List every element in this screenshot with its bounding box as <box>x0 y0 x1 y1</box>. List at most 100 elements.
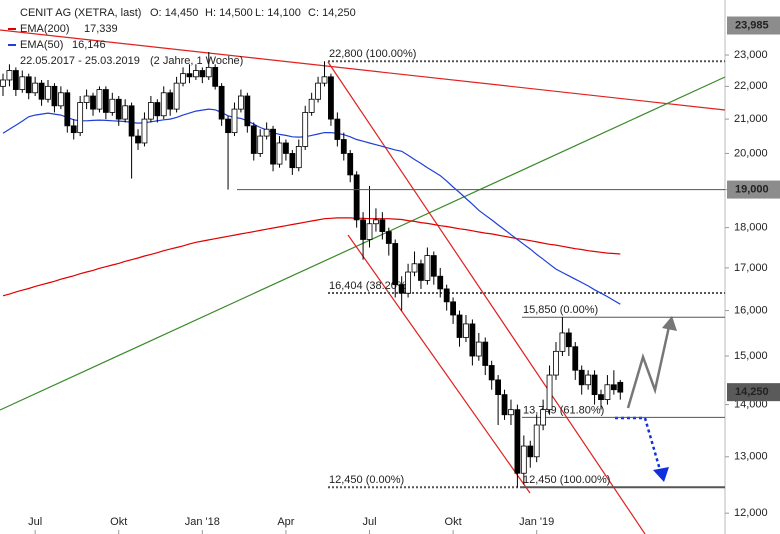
candle-body <box>585 374 592 386</box>
candle-body <box>38 82 45 100</box>
candle-body <box>411 263 418 273</box>
candle-body <box>45 85 51 100</box>
trend-line <box>0 29 726 111</box>
candle-body <box>51 85 58 107</box>
candle-body <box>347 153 354 176</box>
legend-value: 17,339 <box>84 23 118 35</box>
candle-body <box>12 70 19 90</box>
quote-value: 14,250 <box>322 7 356 19</box>
candle-body <box>244 95 251 127</box>
candle-body <box>238 95 244 110</box>
candle-body <box>154 102 161 117</box>
candle-body <box>437 275 444 290</box>
candle-body <box>463 323 469 338</box>
y-tick-label: 16,000 <box>734 304 768 316</box>
candle-body <box>289 153 296 169</box>
x-tick-label: Jul <box>362 516 376 528</box>
candle-body <box>308 98 315 113</box>
candle-body <box>475 341 482 357</box>
y-tick-label: 17,000 <box>734 262 768 274</box>
candle-body <box>135 135 141 144</box>
candle-body <box>270 128 276 165</box>
candle-body <box>482 341 489 366</box>
ema-line <box>2 108 621 305</box>
candle-body <box>328 76 334 120</box>
candle-body <box>250 125 257 154</box>
candle-body <box>488 365 495 381</box>
candle-body <box>392 243 399 286</box>
legend-label: EMA(200) <box>20 23 70 35</box>
candle-body <box>559 332 566 352</box>
candle-body <box>572 346 579 371</box>
candle-body <box>102 89 109 113</box>
candle-body <box>578 369 585 386</box>
quote-name: C: <box>308 7 319 19</box>
x-tick-label: Okt <box>445 516 462 528</box>
candle-body <box>527 445 534 458</box>
price-tag-label: 14,250 <box>735 386 769 398</box>
candle-body <box>598 394 604 400</box>
quote-value: 14,450 <box>165 7 199 19</box>
level-label: 13,749 (61.80%) <box>523 404 604 416</box>
candle-body <box>57 92 64 107</box>
candle-body <box>186 73 193 78</box>
candle-body <box>321 76 328 84</box>
candle-body <box>508 409 514 416</box>
candle-body <box>450 301 457 316</box>
candle-body <box>373 219 379 225</box>
y-tick-label: 15,000 <box>734 350 768 362</box>
ema-line <box>2 217 621 297</box>
candle-body <box>501 394 508 416</box>
candle-body <box>263 128 270 137</box>
candle-body <box>443 288 450 303</box>
candle-body <box>199 70 206 78</box>
candle-body <box>64 92 71 127</box>
x-tick-label: Jul <box>28 516 42 528</box>
candle-body <box>398 284 405 294</box>
candle-body <box>128 105 135 137</box>
candle-body <box>96 89 103 110</box>
level-label: 22,800 (100.00%) <box>329 48 416 60</box>
candle-body <box>315 82 321 100</box>
candle-body <box>173 82 180 110</box>
candle-body <box>302 112 309 147</box>
quote-name: H: <box>205 7 216 19</box>
candle-body <box>424 255 431 281</box>
candle-body <box>565 332 572 348</box>
level-label: 12,450 (0.00%) <box>329 474 404 486</box>
candle-body <box>77 102 84 134</box>
candle-body <box>6 70 13 81</box>
candle-body <box>109 98 116 113</box>
x-tick-label: Apr <box>277 516 294 528</box>
candle-body <box>25 76 32 94</box>
trend-line <box>0 76 726 411</box>
y-tick-label: 14,000 <box>734 399 768 411</box>
quote-value: 14,100 <box>267 7 301 19</box>
candle-body <box>295 146 302 169</box>
candle-body <box>456 314 463 338</box>
legend-label: EMA(50) <box>20 39 63 51</box>
price-tag <box>727 383 780 402</box>
candle-body <box>469 323 476 357</box>
candle-body <box>0 79 6 87</box>
x-tick-label: Okt <box>110 516 127 528</box>
candle-body <box>283 142 289 154</box>
candle-body <box>205 66 212 78</box>
y-tick-label: 18,000 <box>734 222 768 234</box>
y-tick-label: 22,000 <box>734 80 768 92</box>
candle-body <box>591 374 598 396</box>
level-label: 15,850 (0.00%) <box>523 304 598 316</box>
candle-body <box>231 108 238 134</box>
y-tick-label: 23,000 <box>734 49 768 61</box>
candle-body <box>192 70 199 78</box>
candle-body <box>334 118 341 140</box>
drawings <box>0 29 726 534</box>
candle-body <box>604 384 611 400</box>
arrow-head <box>653 467 669 482</box>
candle-body <box>546 374 553 411</box>
channel-line <box>327 61 646 534</box>
candle-body <box>122 105 129 120</box>
level-label: 16,404 (38.20%) <box>329 280 410 292</box>
